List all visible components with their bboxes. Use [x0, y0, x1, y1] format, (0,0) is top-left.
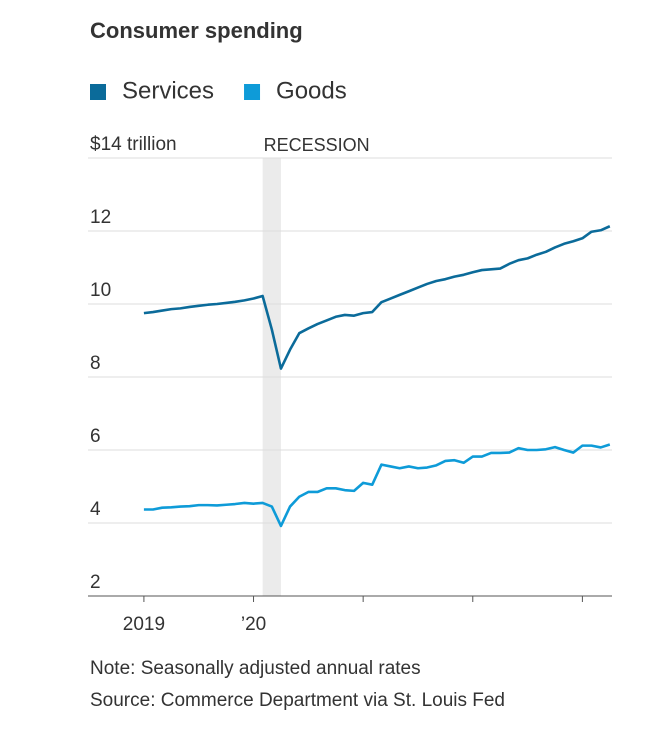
legend-swatch: [90, 84, 106, 100]
recession-label: RECESSION: [264, 135, 370, 155]
y-tick-label: 12: [90, 207, 111, 228]
y-tick-label: 2: [90, 572, 101, 593]
note: Note: Seasonally adjusted annual rates: [90, 658, 421, 679]
y-tick-label: 10: [90, 280, 111, 301]
legend-swatch: [244, 84, 261, 100]
x-tick-label: 2019: [123, 614, 165, 635]
legend-label: Services: [122, 77, 214, 104]
series-line: [143, 225, 611, 370]
series-line: [143, 443, 611, 528]
legend-label: Goods: [276, 77, 347, 104]
chart-title: Consumer spending: [90, 18, 303, 43]
y-tick-label: $14 trillion: [90, 134, 177, 155]
y-tick-label: 4: [90, 499, 101, 520]
y-tick-label: 8: [90, 353, 101, 374]
x-tick-label: ’20: [241, 614, 266, 635]
note: Source: Commerce Department via St. Loui…: [90, 690, 505, 711]
y-tick-label: 6: [90, 426, 101, 447]
